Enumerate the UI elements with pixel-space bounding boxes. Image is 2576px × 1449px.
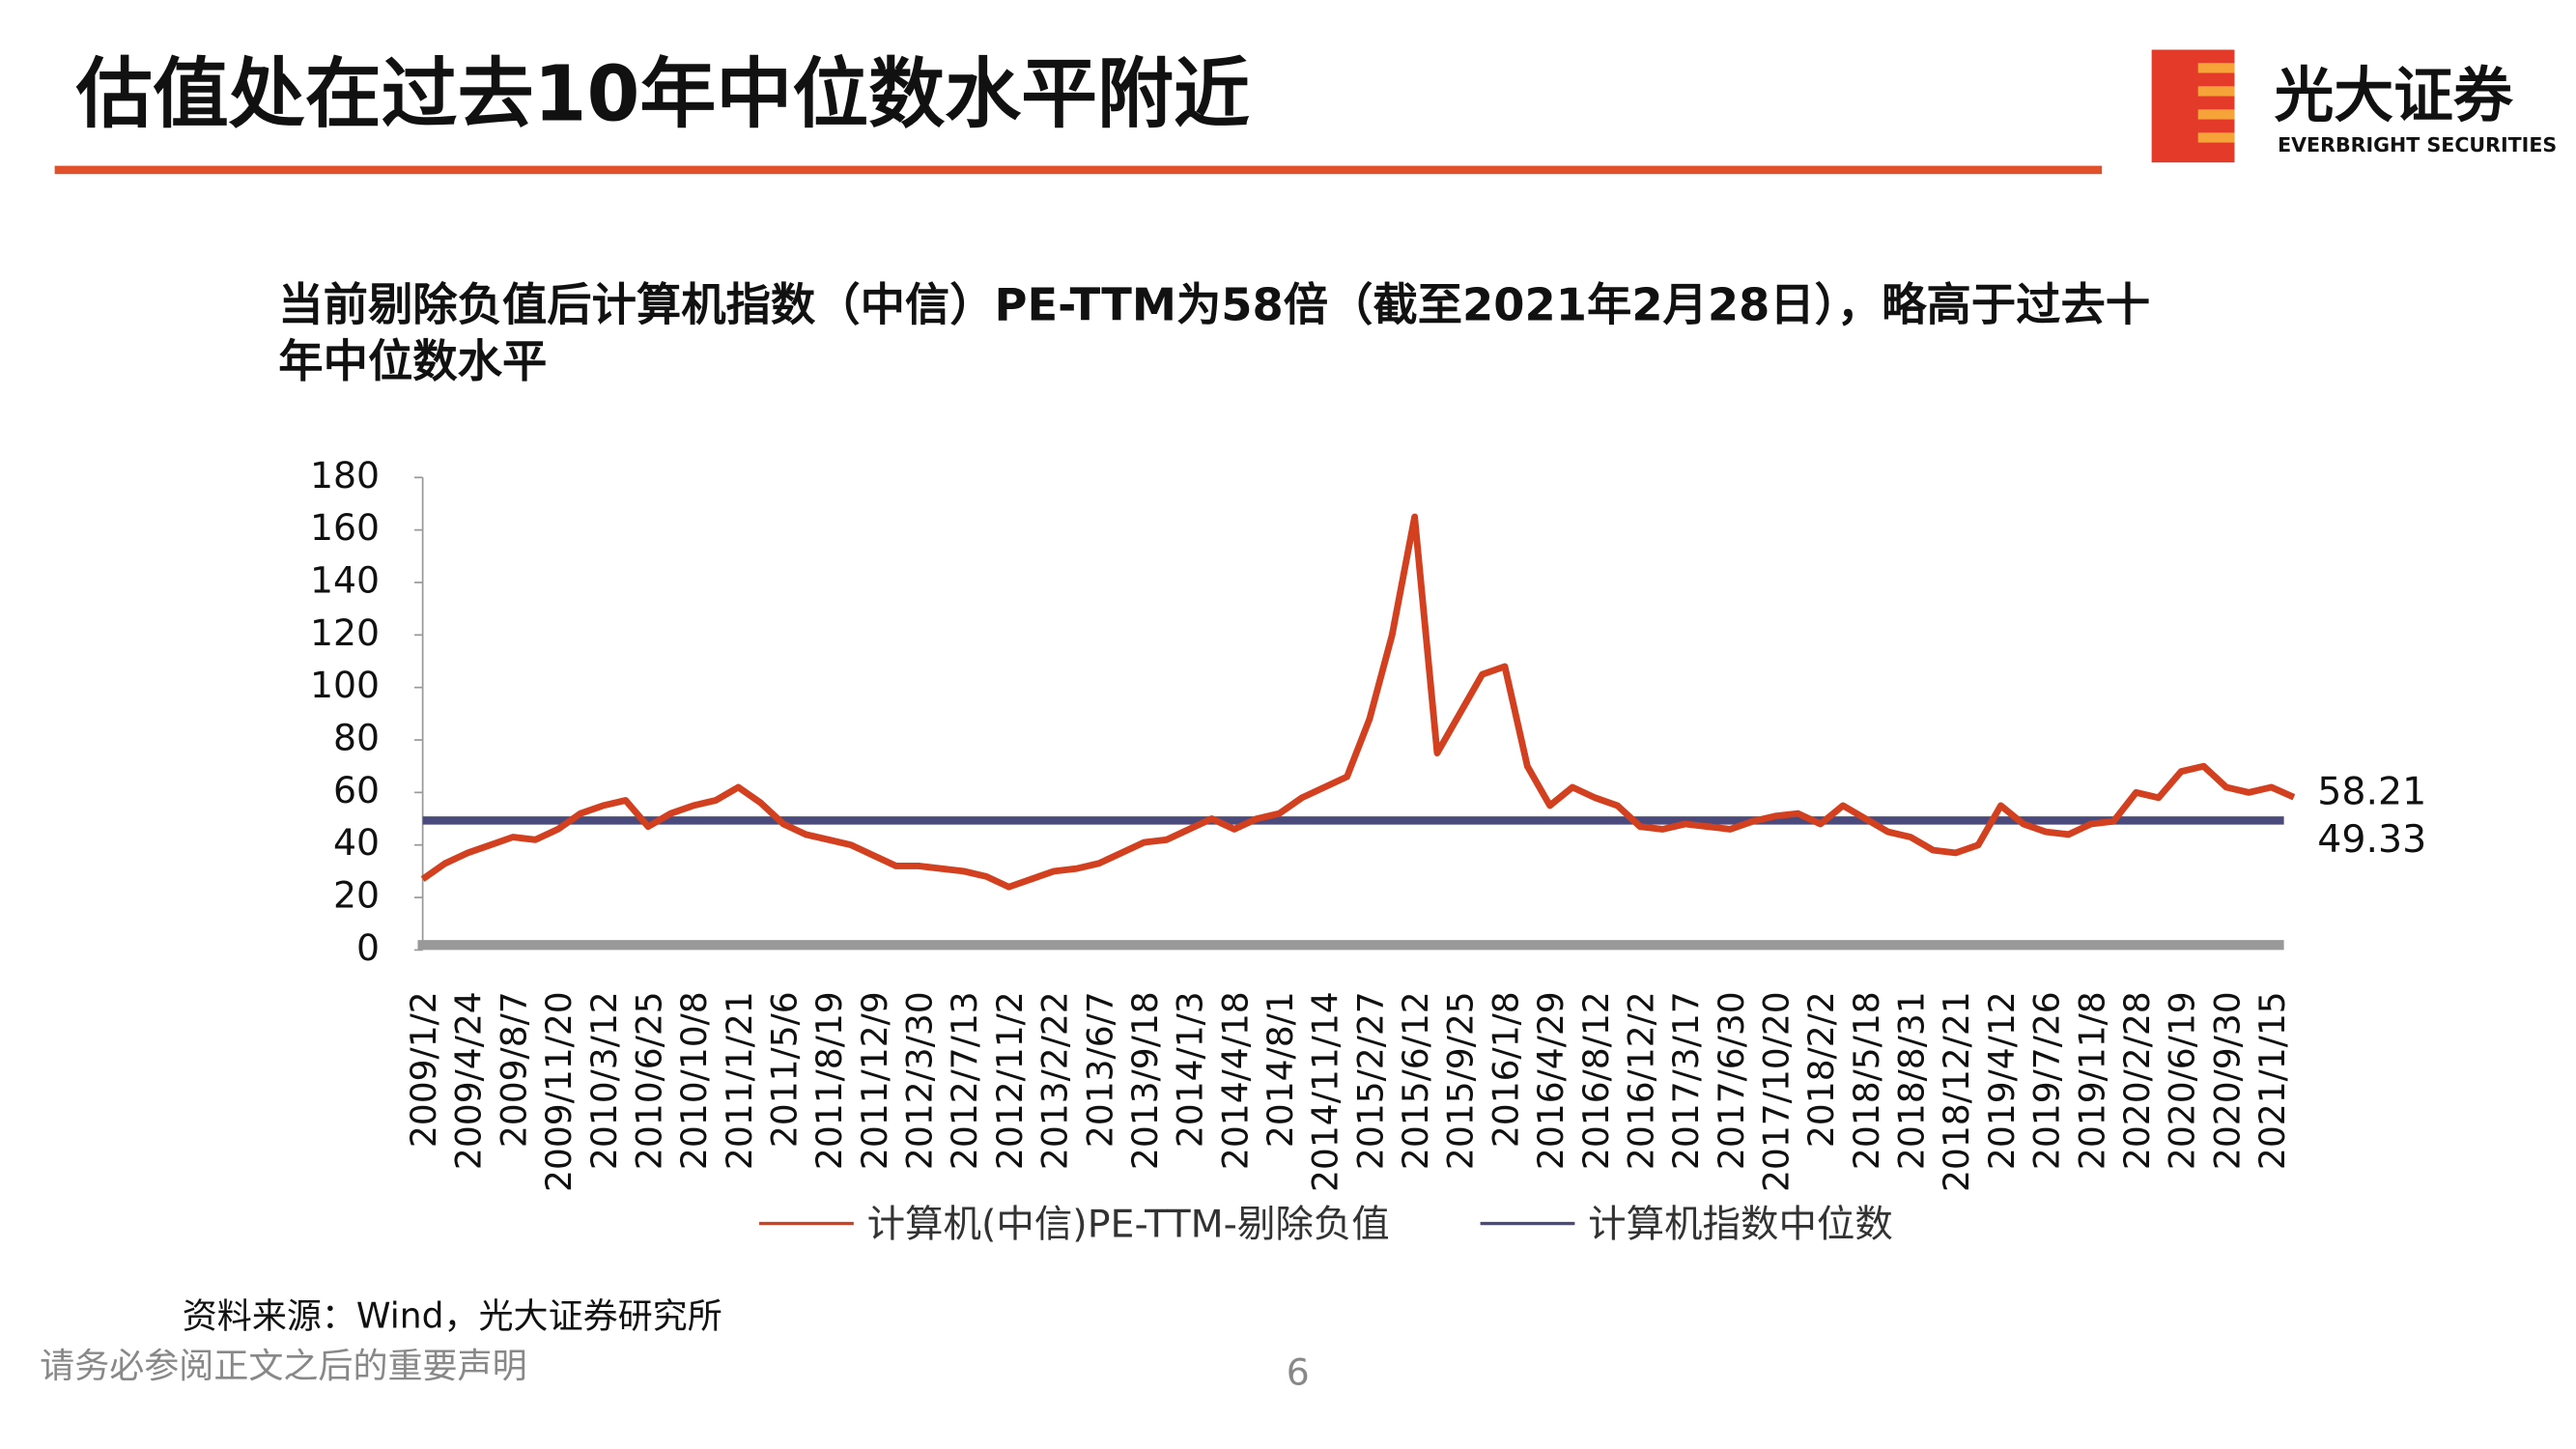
x-tick-label: 2018/12/21 <box>1938 991 1977 1192</box>
x-tick-label: 2012/11/2 <box>991 991 1031 1170</box>
x-tick-label: 2013/6/7 <box>1081 991 1120 1148</box>
x-tick-label: 2009/4/24 <box>450 991 490 1170</box>
logo-stripe <box>2197 86 2235 97</box>
y-tick-label: 0 <box>356 926 380 969</box>
x-tick-label: 2014/11/14 <box>1307 991 1346 1192</box>
x-tick-label: 2016/8/12 <box>1577 991 1617 1170</box>
logo: 光大证券 EVERBRIGHT SECURITIES <box>2151 49 2557 163</box>
x-tick-label: 2012/3/30 <box>901 991 941 1170</box>
x-tick-label: 2011/8/19 <box>810 991 850 1170</box>
x-tick-label: 2020/6/19 <box>2164 991 2203 1170</box>
x-tick-label: 2009/8/7 <box>495 991 534 1148</box>
x-tick-label: 2018/5/18 <box>1848 991 1887 1170</box>
x-tick-label: 2009/1/2 <box>405 991 444 1148</box>
x-tick-label: 2021/1/15 <box>2253 991 2293 1170</box>
logo-stripe <box>2197 63 2235 73</box>
x-tick-label: 2011/5/6 <box>766 991 806 1148</box>
x-tick-label: 2009/11/20 <box>540 991 580 1192</box>
x-tick-label: 2014/1/3 <box>1172 991 1211 1148</box>
x-tick-label: 2014/8/1 <box>1261 991 1301 1148</box>
x-tick-label: 2011/12/9 <box>856 991 895 1170</box>
x-tick-label: 2018/8/31 <box>1893 991 1933 1170</box>
x-tick-label: 2019/7/26 <box>2028 991 2068 1170</box>
title-rule <box>54 165 2103 175</box>
y-tick-label: 160 <box>310 506 380 549</box>
y-tick-label: 80 <box>333 717 380 759</box>
y-tick-label: 140 <box>310 558 380 601</box>
x-tick-label: 2016/4/29 <box>1532 991 1571 1170</box>
end-value-label: 58.21 <box>2317 769 2426 813</box>
y-tick-label: 100 <box>310 664 380 706</box>
x-tick-label: 2013/9/18 <box>1126 991 1166 1170</box>
x-tick-label: 2010/10/8 <box>675 991 715 1170</box>
legend-label: 计算机指数中位数 <box>1588 1203 1893 1247</box>
y-tick-label: 20 <box>333 874 380 917</box>
x-tick-label: 2019/4/12 <box>1983 991 2023 1170</box>
x-tick-label: 2018/2/2 <box>1802 991 1842 1148</box>
median-value-label: 49.33 <box>2317 817 2426 862</box>
x-tick-label: 2011/1/21 <box>721 991 760 1170</box>
x-tick-label: 2019/11/8 <box>2073 991 2112 1170</box>
slide-title: 估值处在过去10年中位数水平附近 <box>75 49 1250 138</box>
x-tick-label: 2020/2/28 <box>2118 991 2158 1170</box>
y-tick-label: 40 <box>333 821 380 864</box>
x-tick-label: 2017/3/17 <box>1667 991 1707 1170</box>
x-tick-label: 2010/3/12 <box>585 991 625 1170</box>
chart-subtitle: 年中位数水平 <box>278 335 547 387</box>
x-tick-label: 2017/10/20 <box>1758 991 1798 1192</box>
logo-stripe <box>2197 132 2235 143</box>
x-tick-label: 2015/2/27 <box>1351 991 1391 1170</box>
disclaimer: 请务必参阅正文之后的重要声明 <box>40 1347 526 1386</box>
x-tick-label: 2015/9/25 <box>1442 991 1482 1170</box>
legend-label: 计算机(中信)PE-TTM-剔除负值 <box>867 1203 1390 1247</box>
logo-name: 光大证券 <box>2275 61 2514 130</box>
source-note: 资料来源：Wind，光大证券研究所 <box>183 1296 722 1336</box>
y-tick-label: 120 <box>310 611 380 654</box>
logo-english: EVERBRIGHT SECURITIES <box>2278 133 2557 156</box>
x-tick-label: 2020/9/30 <box>2208 991 2248 1170</box>
logo-stripe <box>2197 109 2235 120</box>
x-tick-label: 2015/6/12 <box>1397 991 1436 1170</box>
x-tick-label: 2010/6/25 <box>630 991 669 1170</box>
x-tick-label: 2013/2/22 <box>1036 991 1076 1170</box>
y-tick-label: 60 <box>333 769 380 811</box>
x-tick-label: 2017/6/30 <box>1713 991 1752 1170</box>
page-number: 6 <box>1287 1350 1310 1393</box>
x-tick-label: 2014/4/18 <box>1216 991 1256 1170</box>
y-tick-label: 180 <box>310 454 380 497</box>
x-tick-label: 2012/7/13 <box>946 991 985 1170</box>
pe-line <box>420 513 2296 891</box>
x-tick-label: 2016/1/8 <box>1486 991 1526 1148</box>
x-tick-label: 2016/12/2 <box>1622 991 1661 1170</box>
chart-subtitle: 当前剔除负值后计算机指数（中信）PE-TTM为58倍（截至2021年2月28日）… <box>278 279 2150 331</box>
